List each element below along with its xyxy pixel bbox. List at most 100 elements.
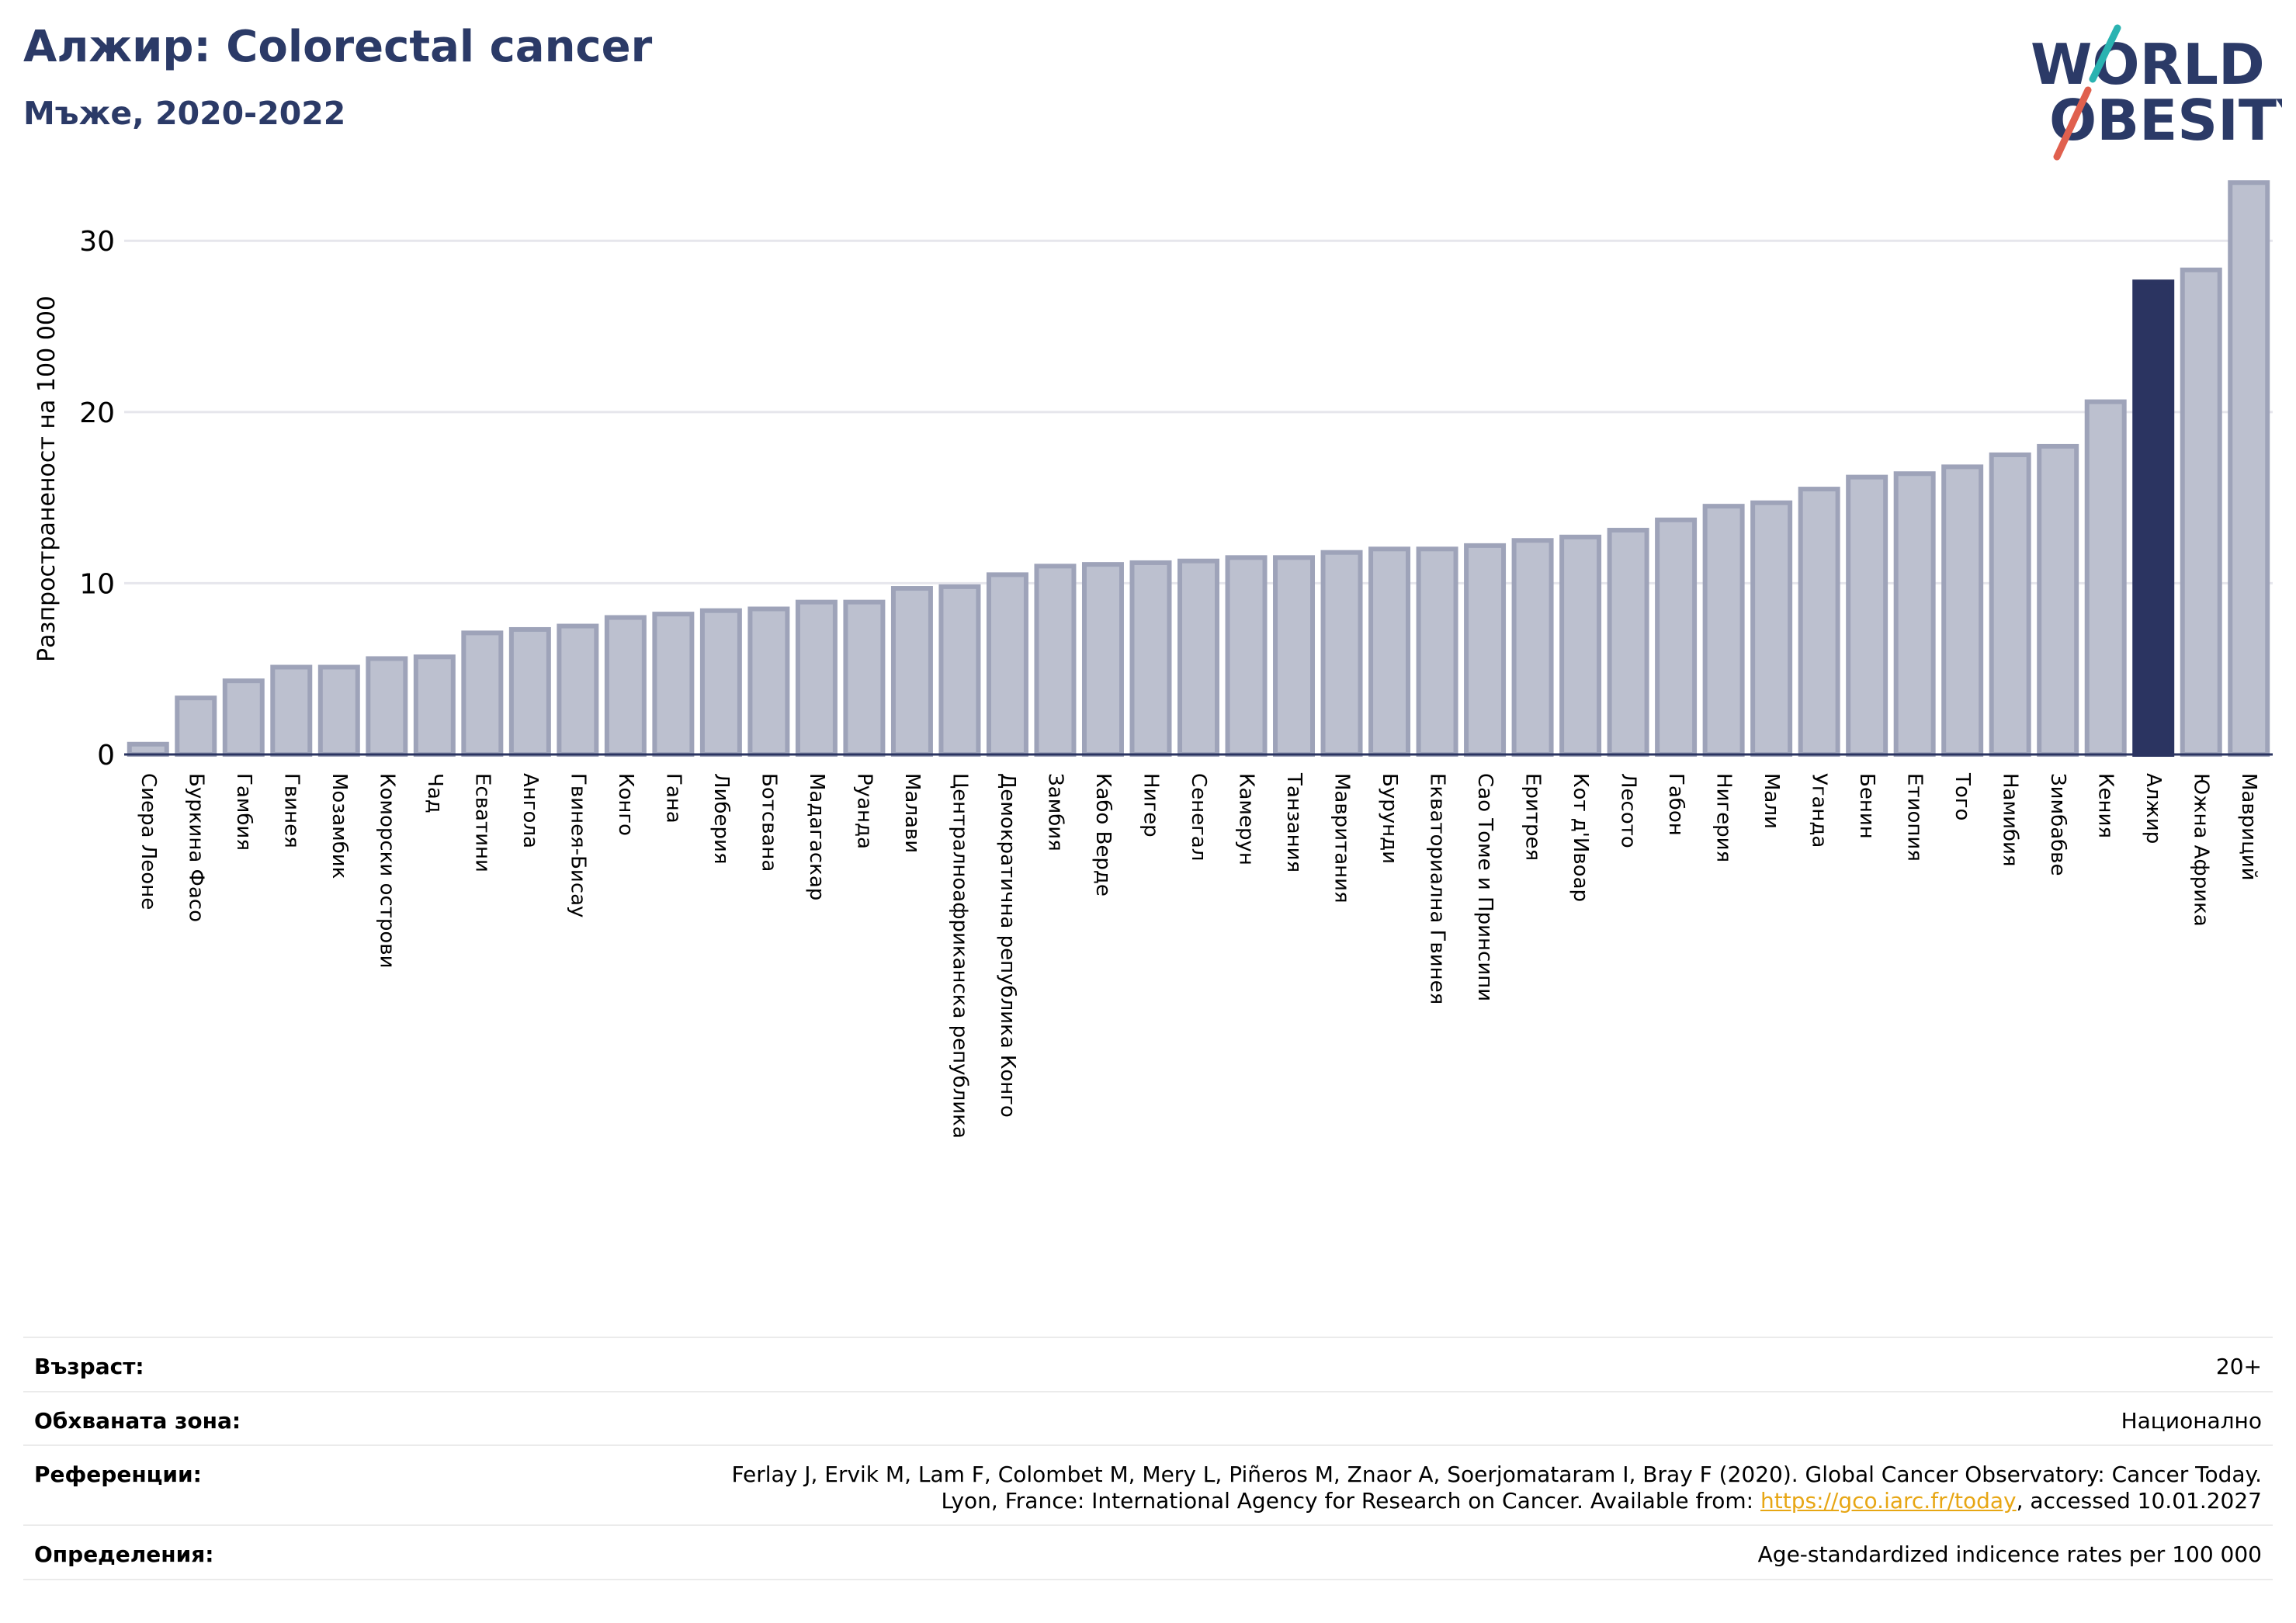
age-value: 20+ — [2215, 1354, 2262, 1379]
bar — [986, 572, 1028, 757]
bar — [938, 584, 981, 758]
x-tick-label: Демократична република Конго — [996, 773, 1019, 1118]
area-label: Обхваната зона: — [34, 1407, 241, 1434]
bar — [1750, 500, 1793, 757]
bar — [652, 612, 695, 758]
x-tick-label: Мали — [1760, 773, 1783, 829]
bar — [843, 599, 886, 757]
x-tick-label: Алжир — [2142, 773, 2165, 844]
chart-subtitle: Мъже, 2020-2022 — [23, 95, 346, 132]
bar — [1893, 471, 1936, 757]
metadata-table: Възраст: 20+ Обхваната зона: Национално … — [23, 1337, 2273, 1580]
x-tick-label: Мадагаскар — [805, 773, 828, 900]
definitions-value: Age-standardized indicence rates per 100… — [1757, 1542, 2262, 1568]
x-tick-label: Сенегал — [1187, 773, 1210, 861]
bar — [127, 741, 169, 758]
x-tick-label: Гана — [661, 773, 685, 824]
x-tick-label: Руанда — [852, 773, 876, 849]
x-tick-label: Кот д'Ивоар — [1569, 773, 1592, 902]
x-tick-label: Уганда — [1808, 773, 1831, 848]
x-tick-label: Есватини — [470, 773, 494, 872]
x-tick-label: Мавриций — [2237, 773, 2260, 881]
bar — [795, 599, 838, 757]
references-line2-post: , accessed 10.01.2027 — [2016, 1487, 2262, 1514]
bar — [2084, 399, 2127, 758]
bar — [1798, 487, 1840, 758]
bar — [1416, 546, 1458, 757]
references-link[interactable]: https://gco.iarc.fr/today — [1760, 1487, 2017, 1514]
meta-row-area: Обхваната зона: Национално — [23, 1390, 2273, 1445]
bar — [317, 664, 360, 757]
x-tick-label: Кения — [2094, 773, 2117, 838]
x-tick-label: Бенин — [1855, 773, 1878, 839]
bar — [270, 664, 313, 757]
bar — [1081, 562, 1124, 757]
bar — [222, 678, 265, 757]
x-tick-label: Чад — [423, 773, 446, 813]
x-tick-label: Габон — [1664, 773, 1687, 836]
x-tick-label: Либерия — [709, 773, 733, 865]
x-tick-label: Буркина Фасо — [184, 773, 207, 922]
x-tick-label: Бурунди — [1378, 773, 1401, 864]
y-tick-label: 30 — [79, 226, 115, 258]
bar — [508, 626, 551, 757]
x-tick-label: Сао Томе и Принсипи — [1473, 773, 1497, 1001]
bar — [2228, 180, 2270, 757]
references-label: Референции: — [34, 1462, 202, 1488]
x-tick-label: Намибия — [1999, 773, 2022, 867]
logo-slash-teal — [2089, 24, 2121, 83]
logo-line1: WORLD — [2031, 32, 2265, 97]
bar — [1368, 546, 1411, 757]
y-axis-ticks: 0 10 20 30 — [79, 226, 115, 772]
x-tick-label: Того — [1951, 772, 1974, 820]
bar — [2180, 267, 2222, 757]
x-tick-label: Конго — [614, 773, 637, 836]
references-line1: Ferlay J, Ervik M, Lam F, Colombet M, Me… — [731, 1462, 2262, 1488]
bar — [2037, 443, 2079, 757]
x-tick-label: Сиера Леоне — [137, 773, 160, 910]
x-tick-label: Етиопия — [1903, 773, 1927, 862]
bar — [1320, 550, 1363, 757]
bar — [2132, 279, 2175, 758]
bar — [1177, 558, 1219, 757]
x-tick-label: Ботсвана — [757, 773, 780, 872]
x-tick-label: Танзания — [1282, 772, 1306, 872]
bar — [1034, 564, 1077, 758]
x-tick-label: Коморски острови — [375, 773, 398, 969]
bar — [1607, 528, 1649, 757]
y-tick-label: 0 — [97, 740, 115, 772]
logo-slash-red — [2053, 86, 2092, 161]
bar — [1511, 538, 1554, 757]
bar — [1655, 517, 1698, 757]
meta-row-references: Референции: Ferlay J, Ervik M, Lam F, Co… — [23, 1444, 2273, 1524]
meta-row-age: Възраст: 20+ — [23, 1337, 2273, 1391]
x-axis-labels: Сиера Леоне Буркина Фасо Гамбия Гвинея Мозам… — [137, 772, 2260, 1139]
x-tick-label: Малави — [900, 773, 924, 853]
chart-title: Алжир: Colorectal cancer — [23, 22, 653, 72]
x-tick-label: Нигер — [1139, 773, 1162, 838]
bar — [413, 654, 456, 757]
bar — [1273, 555, 1316, 758]
references-line2-pre: Lyon, France: International Agency for R… — [941, 1487, 1760, 1514]
x-tick-label: Ангола — [519, 773, 542, 848]
x-tick-label: Лесото — [1617, 773, 1640, 848]
x-tick-label: Мозамбик — [328, 773, 351, 879]
x-tick-label: Еритрея — [1521, 773, 1545, 861]
x-tick-label: Камерун — [1235, 773, 1258, 865]
x-tick-label: Гвинея — [279, 773, 303, 848]
y-tick-label: 20 — [79, 397, 115, 429]
bar — [1702, 504, 1745, 757]
x-tick-label: Зимбабве — [2046, 773, 2069, 876]
bar — [699, 608, 742, 757]
bar — [1129, 560, 1172, 757]
bar — [1464, 543, 1507, 757]
bar-chart: 0 10 20 30 Сиера Леоне Буркина Фасо Гамбия Гви… — [33, 180, 2273, 1139]
bar — [461, 630, 504, 757]
x-tick-label: Замбия — [1043, 773, 1066, 851]
bar — [1989, 452, 2031, 757]
bar — [747, 606, 790, 757]
bar — [890, 586, 933, 757]
x-tick-label: Нигерия — [1712, 773, 1736, 862]
y-tick-label: 10 — [79, 568, 115, 600]
x-tick-label: Екваториална Гвинея — [1426, 773, 1449, 1004]
